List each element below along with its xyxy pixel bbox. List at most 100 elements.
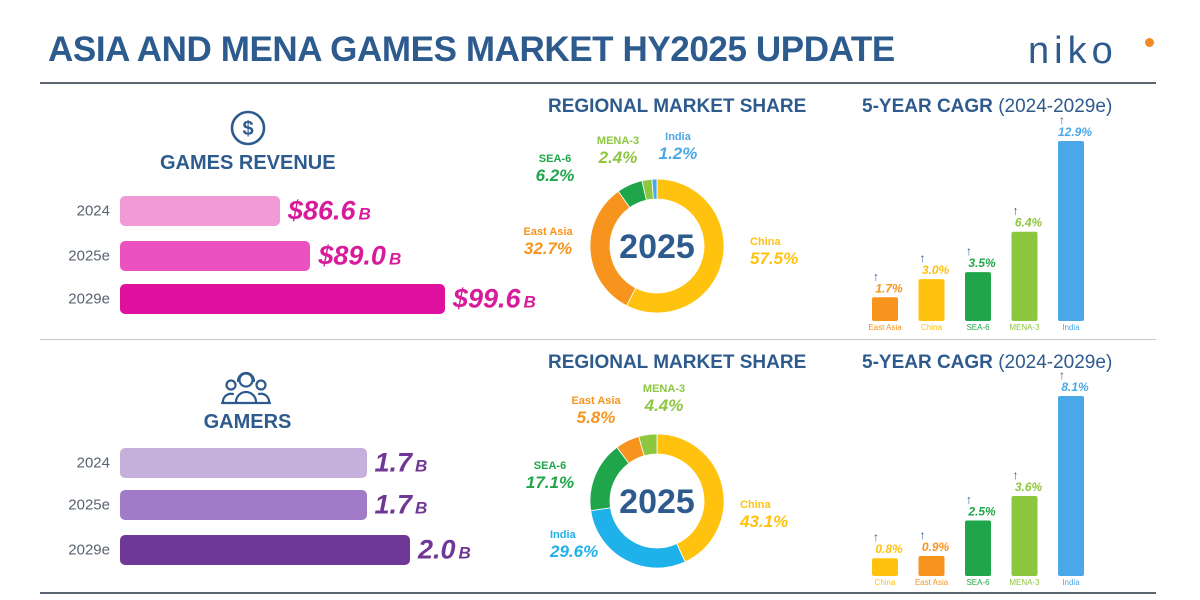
gamers-row-2024: 2024 1.7 B xyxy=(40,443,540,483)
cagr-category-mena-3: MENA-3 xyxy=(1009,323,1040,332)
cagr-bar-china xyxy=(918,279,945,321)
donut-label-name-china: China xyxy=(750,236,781,248)
cagr-value-mena-3: 3.6% xyxy=(1015,480,1043,494)
cagr-value-sea-6: 3.5% xyxy=(968,256,996,270)
footer-divider xyxy=(40,592,1156,594)
cagr-arrow-icon: ↑ xyxy=(873,269,879,283)
cagr-bar-sea-6 xyxy=(965,272,991,321)
section-divider xyxy=(40,339,1156,340)
gamers-row-label: 2024 xyxy=(76,454,110,472)
donut-label-value-china: 43.1% xyxy=(739,512,788,531)
donut-label-name-china: China xyxy=(740,499,771,511)
gamers-headset-icon xyxy=(220,371,272,405)
revenue-share-title: REGIONAL MARKET SHARE xyxy=(548,96,807,117)
svg-text:$: $ xyxy=(242,118,253,140)
revenue-row-2024: 2024 $86.6 B xyxy=(40,191,540,231)
logo-dot-icon xyxy=(1145,38,1154,47)
cagr-category-east-asia: East Asia xyxy=(868,323,902,332)
cagr-arrow-icon: ↑ xyxy=(920,251,926,265)
gamers-bar-value: 2.0 B xyxy=(418,534,471,565)
donut-label-value-sea-6: 17.1% xyxy=(526,473,574,492)
revenue-title: GAMES REVENUE xyxy=(160,152,336,174)
donut-label-value-east-asia: 32.7% xyxy=(524,239,572,258)
cagr-bar-mena-3 xyxy=(1011,496,1038,576)
donut-label-value-east-asia: 5.8% xyxy=(577,408,616,427)
cagr-arrow-icon: ↑ xyxy=(873,530,879,544)
cagr-bar-east-asia xyxy=(918,556,945,576)
gamers-row-2025e: 2025e 1.7 B xyxy=(40,485,540,525)
donut-label-name-india: India xyxy=(665,131,692,143)
revenue-row-2029e: 2029e $99.6 B xyxy=(40,279,540,319)
revenue-row-2025e: 2025e $89.0 B xyxy=(40,236,540,276)
cagr-category-india: India xyxy=(1062,323,1080,332)
gamers-bar xyxy=(120,535,410,565)
revenue-bar-value: $86.6 B xyxy=(287,195,371,226)
gamers-bar-value: 1.7 B xyxy=(374,447,428,478)
cagr-category-mena-3: MENA-3 xyxy=(1009,578,1040,587)
cagr-category-china: China xyxy=(875,578,896,587)
cagr-bar-india xyxy=(1058,396,1084,576)
revenue-row-label: 2025e xyxy=(68,247,110,265)
donut-label-value-mena-3: 2.4% xyxy=(598,148,638,167)
donut-label-value-sea-6: 6.2% xyxy=(536,166,575,185)
cagr-category-india: India xyxy=(1062,578,1080,587)
gamers-cagr-title: 5-YEAR CAGR (2024-2029e) xyxy=(862,352,1113,373)
donut-label-name-sea-6: SEA-6 xyxy=(539,153,571,165)
cagr-bar-sea-6 xyxy=(965,520,991,576)
cagr-bar-india xyxy=(1058,141,1084,321)
donut-label-name-mena-3: MENA-3 xyxy=(643,383,685,395)
donut-label-value-china: 57.5% xyxy=(750,249,798,268)
donut-slice-mena-3 xyxy=(638,433,658,457)
cagr-value-sea-6: 2.5% xyxy=(967,504,996,518)
cagr-bar-china xyxy=(872,558,898,576)
gamers-bar-value: 1.7 B xyxy=(374,489,428,520)
donut-label-name-mena-3: MENA-3 xyxy=(597,135,639,147)
cagr-value-india: 8.1% xyxy=(1061,380,1089,394)
cagr-arrow-icon: ↑ xyxy=(1013,468,1019,482)
gamers-cagr-chart: ↑0.8%China↑0.9%East Asia↑2.5%SEA-6↑3.6%M… xyxy=(872,368,1089,587)
header-divider xyxy=(40,82,1156,84)
cagr-arrow-icon: ↑ xyxy=(920,528,926,542)
cagr-value-india: 12.9% xyxy=(1058,125,1092,139)
donut-slice-china xyxy=(626,178,725,314)
dollar-circle-icon: $ xyxy=(230,110,266,146)
revenue-bar xyxy=(120,241,311,271)
revenue-cagr-chart: ↑1.7%East Asia↑3.0%China↑3.5%SEA-6↑6.4%M… xyxy=(868,113,1092,332)
cagr-value-east-asia: 1.7% xyxy=(875,281,903,295)
donut-center-label: 2025 xyxy=(619,228,695,266)
cagr-value-china: 3.0% xyxy=(922,263,950,277)
gamers-bar xyxy=(120,448,367,478)
revenue-bar-value: $99.6 B xyxy=(452,283,536,314)
gamers-row-2029e: 2029e 2.0 B xyxy=(40,530,540,570)
cagr-category-china: China xyxy=(921,323,942,332)
cagr-value-china: 0.8% xyxy=(875,542,903,556)
revenue-bar xyxy=(120,196,280,226)
gamers-share-title: REGIONAL MARKET SHARE xyxy=(548,352,807,373)
gamers-row-label: 2025e xyxy=(68,496,110,514)
donut-slice-india xyxy=(651,178,658,200)
cagr-arrow-icon: ↑ xyxy=(966,492,972,506)
cagr-value-mena-3: 6.4% xyxy=(1015,216,1043,230)
cagr-category-sea-6: SEA-6 xyxy=(966,578,990,587)
page-title: ASIA AND MENA GAMES MARKET HY2025 UPDATE xyxy=(48,30,895,69)
cagr-arrow-icon: ↑ xyxy=(1059,113,1065,127)
niko-logo: niko xyxy=(1028,30,1118,72)
donut-center-label: 2025 xyxy=(619,483,695,521)
gamers-title: GAMERS xyxy=(203,411,292,433)
cagr-category-sea-6: SEA-6 xyxy=(966,323,990,332)
cagr-arrow-icon: ↑ xyxy=(1059,368,1065,382)
cagr-category-east-asia: East Asia xyxy=(915,578,949,587)
donut-label-value-india: 1.2% xyxy=(659,144,698,163)
cagr-arrow-icon: ↑ xyxy=(1013,204,1019,218)
gamers-row-label: 2029e xyxy=(68,541,110,559)
cagr-bar-mena-3 xyxy=(1011,231,1038,321)
donut-label-name-india: India xyxy=(550,529,577,541)
revenue-cagr-title: 5-YEAR CAGR (2024-2029e) xyxy=(862,96,1113,117)
gamers-bar xyxy=(120,490,367,520)
cagr-bar-east-asia xyxy=(872,297,898,321)
donut-label-value-mena-3: 4.4% xyxy=(644,396,684,415)
cagr-arrow-icon: ↑ xyxy=(966,244,972,258)
donut-label-name-sea-6: SEA-6 xyxy=(534,460,566,472)
